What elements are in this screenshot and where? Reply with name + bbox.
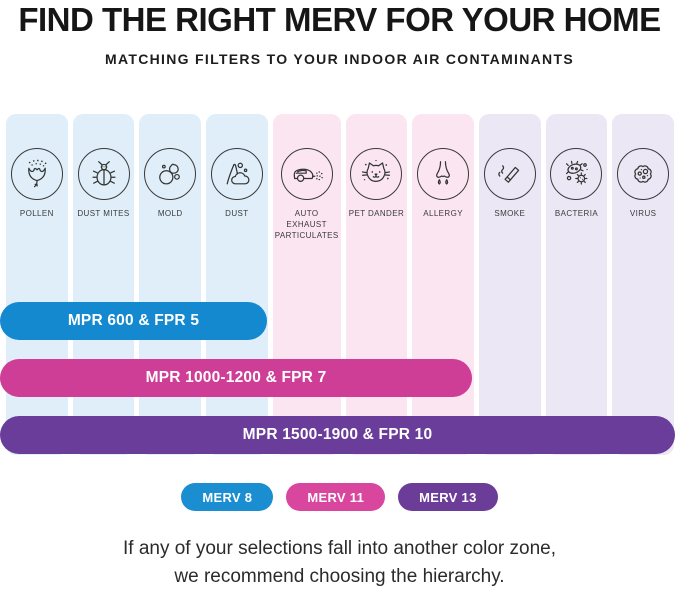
legend-pill-merv11: MERV 11 [286,483,386,511]
legend-label: MERV 13 [419,489,477,505]
allergy-icon [417,148,470,200]
merv8-rating-bar: MPR 600 & FPR 5 [0,302,267,340]
merv-legend: MERV 8 MERV 11 MERV 13 [0,483,679,511]
merv8-rating-label: MPR 600 & FPR 5 [67,312,200,329]
column-pet-dander: PET DANDER [345,114,408,455]
column-label: DUST [225,209,249,218]
column-label: ALLERGY [423,209,463,218]
column-pollen: POLLEN [6,114,68,455]
column-mold: MOLD [139,114,202,455]
footer-line-1: If any of your selections fall into anot… [122,538,557,559]
merv13-rating-label: MPR 1500-1900 & FPR 10 [242,426,433,443]
merv11-rating-bar: MPR 1000-1200 & FPR 7 [0,359,472,397]
dust-icon [210,148,263,200]
legend-pill-merv13: MERV 13 [398,483,498,511]
column-dust-mites: DUST MITES [72,114,135,455]
page-subtitle: MATCHING FILTERS TO YOUR INDOOR AIR CONT… [105,51,574,67]
mold-icon [144,148,197,200]
pet-dander-icon [350,148,403,200]
column-label: PET DANDER [348,209,405,218]
legend-pill-merv8: MERV 8 [181,483,274,511]
page-title: FIND THE RIGHT MERV FOR YOUR HOME [18,1,661,38]
footer-note: If any of your selections fall into anot… [0,535,679,589]
column-label: DUST MITES [77,209,130,218]
bacteria-icon [550,148,603,200]
column-auto-exhaust: AUTO EXHAUST PARTICULATES [272,114,341,455]
dust-mites-icon [77,148,130,200]
merv13-rating-bar: MPR 1500-1900 & FPR 10 [0,416,675,454]
column-virus: VIRUS [612,114,674,455]
contaminant-columns: POLLEN D [6,114,674,455]
column-allergy: ALLERGY [412,114,474,455]
column-label: SMOKE [494,209,526,218]
column-smoke: SMOKE [478,114,541,455]
auto-exhaust-icon [280,148,333,200]
legend-label: MERV 8 [202,489,253,505]
column-label: POLLEN [19,209,54,218]
column-label: AUTO EXHAUST PARTICULATES [274,209,339,240]
merv11-rating-label: MPR 1000-1200 & FPR 7 [145,369,327,386]
column-label: MOLD [157,209,183,218]
column-dust: DUST [206,114,268,455]
smoke-icon [483,148,536,200]
column-bacteria: BACTERIA [545,114,608,455]
virus-icon [617,148,670,200]
legend-label: MERV 11 [307,489,365,505]
column-label: BACTERIA [554,209,599,218]
footer-line-2: we recommend choosing the hierarchy. [174,566,505,587]
column-label: VIRUS [629,209,657,218]
pollen-icon [10,148,63,200]
